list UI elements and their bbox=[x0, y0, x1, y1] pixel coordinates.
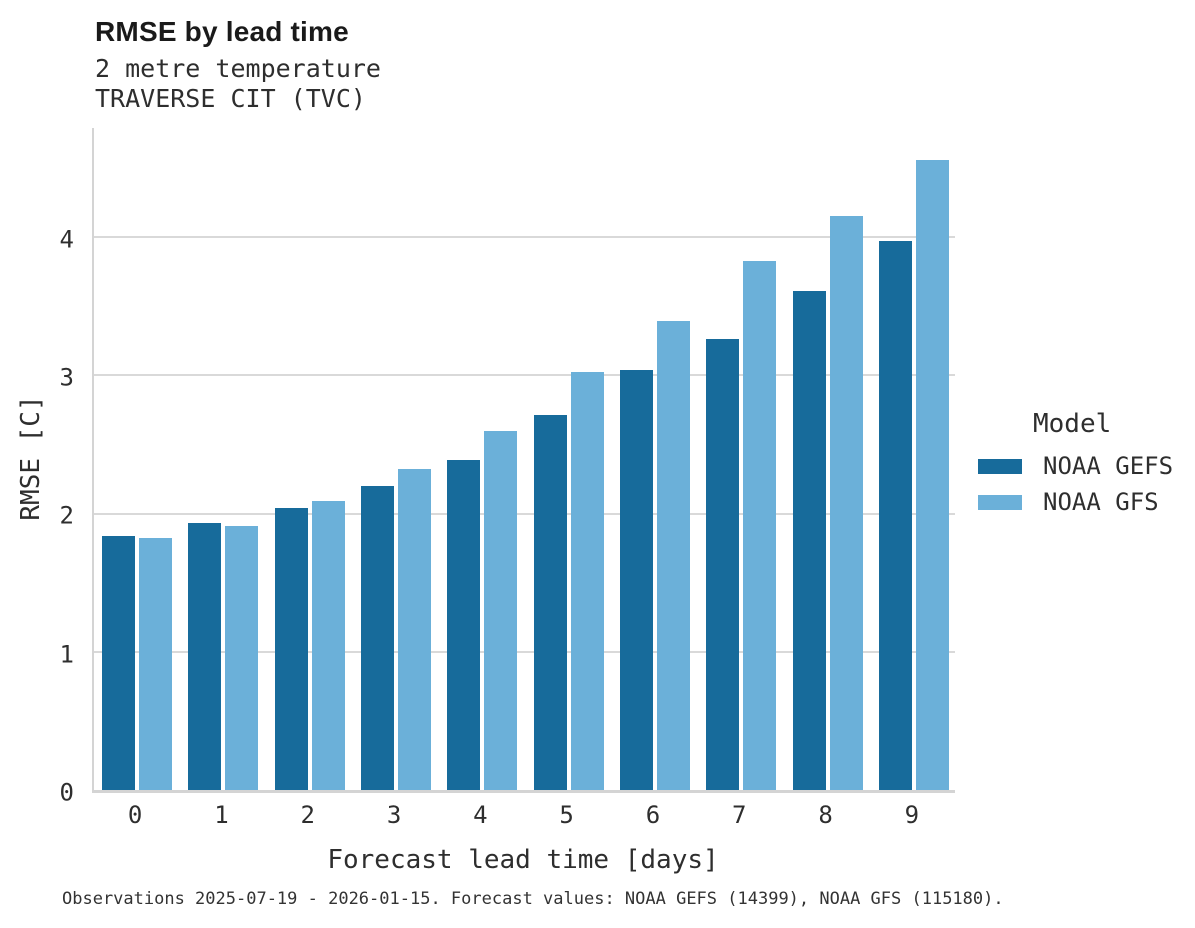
legend-title: Model bbox=[1033, 409, 1112, 439]
bar-noaa-gefs-lead-8 bbox=[792, 290, 826, 790]
y-tick-labels: 0 1 2 3 4 bbox=[40, 128, 80, 806]
bar-noaa-gefs-lead-3 bbox=[361, 485, 395, 790]
legend-swatch-noaa-gfs-icon bbox=[978, 494, 1022, 510]
x-tick-label-9: 9 bbox=[904, 801, 920, 829]
x-tick-label-3: 3 bbox=[386, 801, 402, 829]
bar-noaa-gfs-lead-7 bbox=[743, 260, 777, 790]
bar-noaa-gfs-lead-9 bbox=[915, 159, 949, 790]
bar-noaa-gfs-lead-4 bbox=[484, 430, 518, 790]
bar-noaa-gefs-lead-6 bbox=[619, 369, 653, 790]
bar-noaa-gefs-lead-2 bbox=[274, 507, 308, 790]
y-tick-label-0: 0 bbox=[59, 778, 74, 807]
legend: Model NOAA GEFS NOAA GFS bbox=[978, 410, 1193, 520]
legend-label-noaa-gfs: NOAA GFS bbox=[1043, 488, 1159, 516]
x-tick-label-2: 2 bbox=[300, 801, 315, 829]
x-tick-label-4: 4 bbox=[473, 801, 488, 829]
y-tick-label-2: 2 bbox=[59, 501, 74, 530]
x-tick-label-6: 6 bbox=[645, 801, 661, 829]
caption: Observations 2025-07-19 - 2026-01-15. Fo… bbox=[62, 889, 1004, 909]
bar-noaa-gefs-lead-9 bbox=[878, 241, 912, 790]
bar-noaa-gefs-lead-1 bbox=[188, 523, 222, 790]
legend-entries: NOAA GEFS NOAA GFS bbox=[978, 448, 1193, 520]
bar-noaa-gfs-lead-6 bbox=[656, 321, 690, 790]
chart-title: RMSE by lead time bbox=[95, 16, 349, 47]
gridline-y-4 bbox=[94, 236, 955, 238]
x-tick-labels: 0 1 2 3 4 5 6 7 8 9 bbox=[92, 801, 955, 831]
legend-entry-noaa-gfs: NOAA GFS bbox=[978, 484, 1193, 520]
bar-noaa-gfs-lead-5 bbox=[570, 372, 604, 790]
bar-noaa-gfs-lead-1 bbox=[225, 525, 259, 790]
x-axis-label: Forecast lead time [days] bbox=[327, 845, 719, 875]
bar-noaa-gfs-lead-3 bbox=[398, 469, 432, 790]
bar-noaa-gfs-lead-8 bbox=[829, 216, 863, 790]
x-tick-label-0: 0 bbox=[127, 801, 143, 829]
legend-label-noaa-gefs: NOAA GEFS bbox=[1043, 452, 1174, 480]
x-tick-label-1: 1 bbox=[214, 801, 229, 829]
x-tick-label-7: 7 bbox=[732, 801, 747, 829]
legend-swatch-noaa-gefs-icon bbox=[978, 458, 1022, 474]
bar-noaa-gfs-lead-2 bbox=[311, 501, 345, 790]
y-tick-label-1: 1 bbox=[59, 640, 74, 669]
x-tick-label-8: 8 bbox=[818, 801, 833, 829]
bar-noaa-gefs-lead-7 bbox=[706, 339, 740, 790]
y-tick-label-3: 3 bbox=[59, 363, 74, 392]
gridline-y-2 bbox=[94, 512, 955, 515]
x-tick-label-5: 5 bbox=[559, 801, 574, 829]
chart-subtitle-variable: 2 metre temperature bbox=[95, 54, 381, 83]
legend-entry-noaa-gefs: NOAA GEFS bbox=[978, 448, 1193, 484]
chart-subtitle-station: TRAVERSE CIT (TVC) bbox=[95, 84, 366, 113]
y-tick-label-4: 4 bbox=[59, 225, 74, 254]
bar-noaa-gefs-lead-5 bbox=[533, 415, 567, 790]
bar-noaa-gfs-lead-0 bbox=[139, 538, 173, 790]
plot-area bbox=[92, 128, 955, 793]
gridline-y-1 bbox=[94, 650, 955, 653]
gridline-y-3 bbox=[94, 374, 955, 377]
bar-noaa-gefs-lead-0 bbox=[102, 535, 136, 790]
bar-noaa-gefs-lead-4 bbox=[447, 459, 481, 790]
chart-header: RMSE by lead time 2 metre temperature TR… bbox=[95, 16, 381, 114]
